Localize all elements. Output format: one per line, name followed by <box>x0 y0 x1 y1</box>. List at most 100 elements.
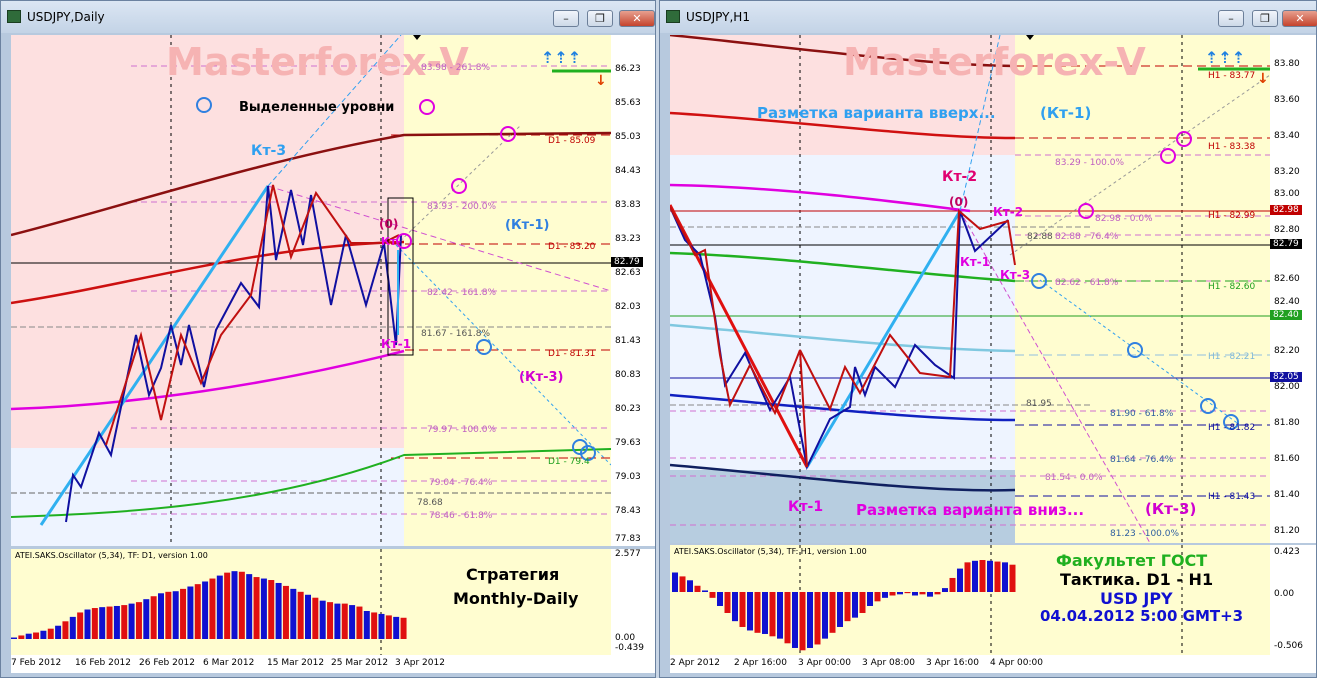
h1-label: H1 - 81.43 <box>1208 492 1255 502</box>
kt3-mid-label: Кт-3 <box>1000 268 1030 282</box>
oscillator-bar <box>77 612 84 639</box>
oscillator-bar <box>47 628 54 639</box>
markup-up-label: Разметка варианта вверх... <box>757 104 996 122</box>
oscillator-bar <box>979 560 986 592</box>
oscillator-bar <box>11 637 17 639</box>
price-tick: 80.23 <box>615 404 641 414</box>
oscillator-bar <box>987 560 993 592</box>
fib-label: 81.67 - 161.8% <box>421 329 490 339</box>
close-button[interactable]: ✕ <box>1282 10 1317 27</box>
level-circle <box>1176 131 1192 147</box>
price-tick: 83.83 <box>615 200 641 210</box>
oscillator-bar <box>672 572 678 592</box>
date-tick: 3 Apr 2012 <box>395 658 445 668</box>
oscillator-bar <box>844 592 851 622</box>
price-tick: 82.63 <box>615 268 641 278</box>
osc-tick: 0.00 <box>1274 589 1295 599</box>
oscillator-bar <box>897 592 903 595</box>
ma-green <box>670 251 1016 283</box>
zero-label: (0) <box>949 195 968 209</box>
d1-label: D1 - 83.20 <box>548 242 596 252</box>
ma-blue <box>670 393 1016 422</box>
oscillator-bar <box>784 592 791 644</box>
price-tick: 83.00 <box>1274 189 1300 199</box>
daily-chart-window[interactable]: USDJPY,Daily – ❐ ✕ <box>0 0 656 678</box>
level-circle <box>1127 342 1143 358</box>
level-circle <box>451 178 467 194</box>
oscillator-bar <box>378 613 385 639</box>
h1-chart-window[interactable]: USDJPY,H1 – ❐ ✕ <box>659 0 1317 678</box>
oscillator-bar <box>106 606 113 639</box>
fib-label: 78.46 - 61.8% <box>429 511 493 521</box>
oscillator-bar <box>69 616 76 639</box>
tactic-title: Тактика. D1 - H1 <box>1060 570 1214 589</box>
minimize-button[interactable]: – <box>553 10 579 27</box>
chart-window-icon <box>7 10 21 23</box>
faculty-title: Факультет ГОСТ <box>1056 551 1208 570</box>
price-chart[interactable]: Masterforex-V Выделенные уровни Кт-3 (0)… <box>11 35 611 546</box>
oscillator-bar <box>216 575 223 639</box>
strategy-subtitle: Monthly-Daily <box>453 589 579 608</box>
date-tick: 25 Mar 2012 <box>331 658 389 668</box>
restore-button[interactable]: ❐ <box>587 10 613 27</box>
price-tick: 82.60 <box>1274 274 1300 284</box>
ma-darkred <box>11 131 611 237</box>
oscillator-bar <box>91 608 98 639</box>
oscillator-panel[interactable]: ATEI.SAKS.Oscillator (5,34), TF: H1, ver… <box>670 545 1270 655</box>
price-tick: 83.80 <box>1274 59 1300 69</box>
oscillator-bar <box>859 592 866 613</box>
watermark: Masterforex-V <box>166 40 469 84</box>
oscillator-bar <box>25 633 32 639</box>
oscillator-panel[interactable]: ATEI.SAKS.Oscillator (5,34), TF: D1, ver… <box>11 549 611 655</box>
price-chart[interactable]: Masterforex-V Разметка варианта вверх...… <box>670 35 1270 543</box>
oscillator-bar <box>994 561 1001 592</box>
h1-label: H1 - 81.82 <box>1208 423 1255 433</box>
price-axis: 83.80 83.60 83.40 83.20 83.00 82.80 82.6… <box>1270 35 1316 543</box>
oscillator-bar <box>363 610 370 639</box>
fib-label: 81.90 - 61.8% <box>1110 409 1174 419</box>
oscillator-bar <box>732 592 738 622</box>
oscillator-bar <box>964 562 971 592</box>
zigzag-red <box>105 184 400 446</box>
level-circle <box>1160 148 1176 164</box>
restore-button[interactable]: ❐ <box>1252 10 1278 27</box>
oscillator-bar <box>912 592 918 596</box>
level-circle <box>476 339 492 355</box>
down-arrow-icon: ↓ <box>595 73 607 89</box>
oscillator-bar <box>777 592 783 639</box>
window-titlebar[interactable]: USDJPY,Daily – ❐ ✕ <box>1 1 655 33</box>
oscillator-bar <box>128 603 135 639</box>
level-circle <box>580 445 596 461</box>
price-tag: 82.98 <box>1270 205 1302 215</box>
close-button[interactable]: ✕ <box>619 10 655 27</box>
kt3-paren-label: (Кт-3) <box>519 370 563 385</box>
oscillator-bar <box>312 597 319 639</box>
osc-tick: -0.439 <box>615 643 645 653</box>
d1-label: D1 - 85.09 <box>548 136 596 146</box>
price-tick: 83.40 <box>1274 131 1300 141</box>
trend-up-line <box>805 210 962 468</box>
oscillator-bar <box>305 594 311 639</box>
level-circle <box>419 99 435 115</box>
projection-line <box>1039 279 1241 426</box>
h1-label: H1 - 82.99 <box>1208 211 1256 221</box>
price-tick: 82.00 <box>1274 382 1300 392</box>
price-tick: 78.43 <box>615 506 641 516</box>
minimize-button[interactable]: – <box>1218 10 1244 27</box>
price-tick: 79.03 <box>615 472 641 482</box>
zigzag-red <box>670 206 1016 468</box>
level-circle <box>396 233 412 249</box>
fib-label: 78.68 <box>417 498 443 508</box>
price-tick: 84.43 <box>615 166 641 176</box>
price-tick: 81.40 <box>1274 490 1300 500</box>
oscillator-bar <box>717 592 723 606</box>
zigzag-blue <box>65 185 402 523</box>
window-titlebar[interactable]: USDJPY,H1 – ❐ ✕ <box>660 1 1317 33</box>
oscillator-label: ATEI.SAKS.Oscillator (5,34), TF: H1, ver… <box>674 547 867 556</box>
oscillator-bar <box>799 592 806 651</box>
price-tick: 81.43 <box>615 336 641 346</box>
date-tick: 4 Apr 00:00 <box>990 658 1043 668</box>
oscillator-bar <box>55 625 62 639</box>
oscillator-bar <box>739 592 746 627</box>
kt-small-label: Кт- <box>381 235 401 248</box>
